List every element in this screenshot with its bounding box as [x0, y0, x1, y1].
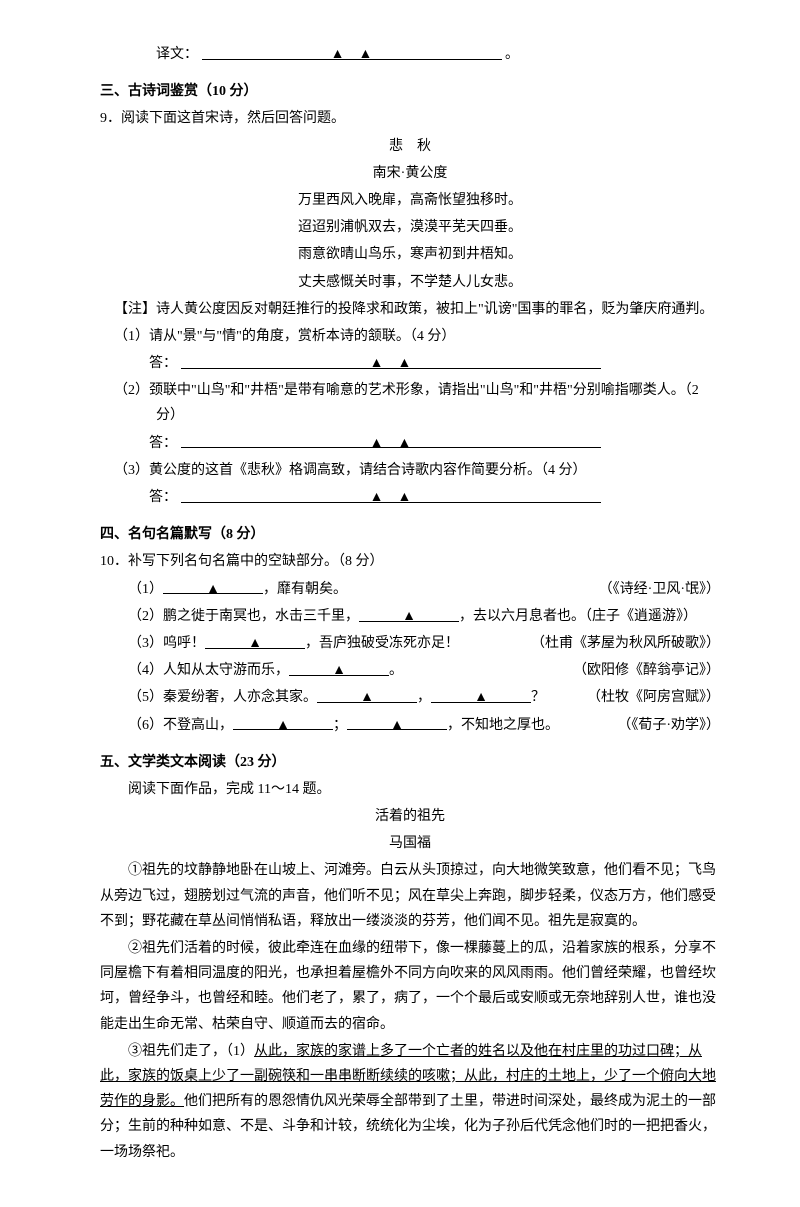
answer-label-3: 答： — [149, 490, 177, 505]
answer-blank-2: ▲ ▲ — [181, 431, 601, 449]
section5-intro: 阅读下面作品，完成 11～14 题。 — [100, 777, 720, 802]
essay-p2: ②祖先们活着的时候，彼此牵连在血缘的纽带下，像一棵藤蔓上的瓜，沿着家族的根系，分… — [100, 936, 720, 1037]
essay-p1: ①祖先的坟静静地卧在山坡上、河滩旁。白云从头顶掠过，向大地微笑致意，他们看不见；… — [100, 858, 720, 934]
fill-blank: ▲ — [233, 713, 333, 731]
answer-label-2: 答： — [149, 436, 177, 451]
poem-note: 【注】诗人黄公度因反对朝廷推行的投降求和政策，被扣上"讥谤"国事的罪名，贬为肇庆… — [100, 297, 720, 322]
fill-5: （5）秦爱纷奢，人亦念其家。▲，▲？ （杜牧《阿房宫赋》） — [128, 685, 720, 710]
translation-blank: ▲ ▲ — [202, 42, 502, 60]
fill-4: （4）人知从太守游而乐，▲。 （欧阳修《醉翁亭记》） — [128, 658, 720, 683]
fill-blank: ▲ — [431, 685, 531, 703]
q10-intro: 10．补写下列名句名篇中的空缺部分。（8 分） — [100, 549, 720, 574]
essay-p3: ③祖先们走了，（1）从此，家族的家谱上多了一个亡者的姓名以及他在村庄里的功过口碑… — [100, 1039, 720, 1165]
section3-title: 三、古诗词鉴赏（10 分） — [100, 79, 720, 104]
essay-title: 活着的祖先 — [100, 804, 720, 829]
q9-sub3: （3）黄公度的这首《悲秋》格调高致，请结合诗歌内容作简要分析。（4 分） — [100, 458, 720, 483]
poem-author: 南宋·黄公度 — [100, 161, 720, 186]
q9-sub2: （2）颈联中"山鸟"和"井梧"是带有喻意的艺术形象，请指出"山鸟"和"井梧"分别… — [142, 378, 720, 428]
poem-l2: 迢迢别浦帆双去，漠漠平芜天四垂。 — [100, 215, 720, 240]
translation-label: 译文： — [156, 47, 198, 62]
poem-l4: 丈夫感慨关时事，不学楚人儿女悲。 — [100, 270, 720, 295]
fill-blank: ▲ — [317, 685, 417, 703]
answer-label-1: 答： — [149, 356, 177, 371]
fill-blank: ▲ — [359, 604, 459, 622]
answer-blank-1: ▲ ▲ — [181, 351, 601, 369]
period: 。 — [505, 47, 519, 62]
fill-blank: ▲ — [205, 631, 305, 649]
poem-l3: 雨意欲晴山鸟乐，寒声初到井梧知。 — [100, 242, 720, 267]
fill-2: （2）鹏之徙于南冥也，水击三千里，▲，去以六月息者也。（庄子《逍遥游》） — [128, 604, 720, 629]
fill-1: （1）▲，靡有朝矣。 （《诗经·卫风·氓》） — [128, 577, 720, 602]
q9-sub1: （1）请从"景"与"情"的角度，赏析本诗的颔联。（4 分） — [100, 324, 720, 349]
poem-title: 悲 秋 — [100, 134, 720, 159]
fill-3: （3）呜呼！▲，吾庐独破受冻死亦足！ （杜甫《茅屋为秋风所破歌》） — [128, 631, 720, 656]
section5-title: 五、文学类文本阅读（23 分） — [100, 750, 720, 775]
essay-author: 马国福 — [100, 831, 720, 856]
fill-blank: ▲ — [163, 577, 263, 595]
section4-title: 四、名句名篇默写（8 分） — [100, 522, 720, 547]
poem-l1: 万里西风入晚扉，高斋怅望独移时。 — [100, 188, 720, 213]
fill-6: （6）不登高山，▲；▲，不知地之厚也。 （《荀子·劝学》） — [128, 713, 720, 738]
fill-blank: ▲ — [347, 713, 447, 731]
fill-blank: ▲ — [289, 658, 389, 676]
answer-blank-3: ▲ ▲ — [181, 485, 601, 503]
q9-intro: 9．阅读下面这首宋诗，然后回答问题。 — [100, 106, 720, 131]
